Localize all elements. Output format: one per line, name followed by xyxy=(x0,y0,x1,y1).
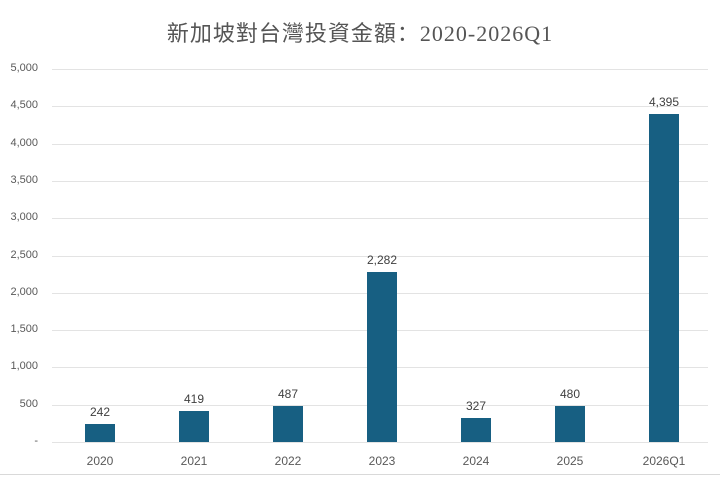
bar xyxy=(649,114,679,442)
gridline xyxy=(52,218,708,219)
chart-title: 新加坡對台灣投資金額：2020-2026Q1 xyxy=(166,21,554,46)
x-tick: 2026Q1 xyxy=(642,454,686,468)
y-tick: 3,500 xyxy=(10,173,38,186)
y-tick: 500 xyxy=(19,397,38,410)
bar xyxy=(461,417,491,442)
y-tick: - xyxy=(34,435,38,447)
x-tick: 2023 xyxy=(368,454,396,468)
y-tick: 2,500 xyxy=(10,248,38,261)
bar-value-label: 4,395 xyxy=(648,95,680,110)
bar-value-label: 480 xyxy=(559,387,581,402)
gridline xyxy=(52,442,708,443)
bar xyxy=(85,423,115,442)
bar-value-label: 327 xyxy=(465,398,487,413)
x-tick: 2022 xyxy=(274,454,302,468)
bar-value-label: 419 xyxy=(183,391,205,406)
y-tick: 2,000 xyxy=(10,285,38,298)
x-tick: 2020 xyxy=(86,454,114,468)
y-tick: 1,000 xyxy=(10,360,38,373)
y-tick: 1,500 xyxy=(10,323,38,336)
bar-value-label: 2,282 xyxy=(366,252,398,267)
bar xyxy=(179,410,209,442)
x-tick: 2024 xyxy=(462,454,490,468)
y-tick: 5,000 xyxy=(10,62,38,74)
bar-value-label: 242 xyxy=(89,404,111,419)
x-tick: 2021 xyxy=(180,454,208,468)
gridline xyxy=(52,69,708,70)
gridline xyxy=(52,181,708,182)
x-tick: 2025 xyxy=(556,454,584,468)
bar-value-label: 487 xyxy=(277,386,299,401)
bar xyxy=(367,271,397,442)
gridline xyxy=(52,256,708,257)
gridline xyxy=(52,144,708,145)
y-tick: 4,000 xyxy=(10,136,38,149)
y-tick: 3,000 xyxy=(10,211,38,224)
bar xyxy=(555,406,585,442)
y-tick: 4,500 xyxy=(10,99,38,112)
bar xyxy=(273,405,303,442)
gridline xyxy=(52,106,708,107)
